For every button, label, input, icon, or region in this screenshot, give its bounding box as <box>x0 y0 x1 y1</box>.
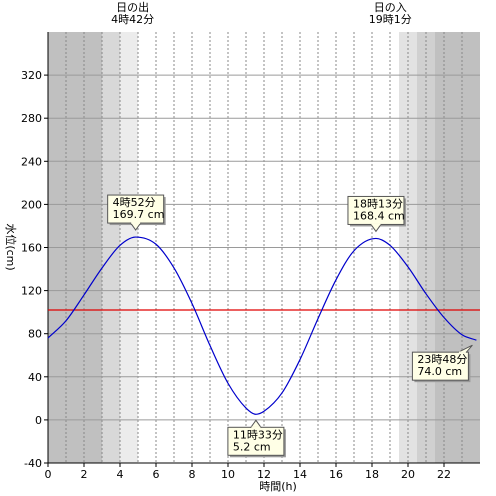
y-tick-label: -40 <box>24 457 42 470</box>
y-tick-label: 120 <box>21 285 42 298</box>
callout-box <box>411 351 469 381</box>
y-tick-label: 240 <box>21 155 42 168</box>
x-tick-label: 12 <box>257 468 271 481</box>
callout-box <box>107 194 165 224</box>
callout-text-line-0: 11時33分 <box>233 428 283 441</box>
callout-box <box>347 195 405 225</box>
callout-text-line-1: 169.7 cm <box>113 208 165 221</box>
callout-text-line-1: 168.4 cm <box>353 209 405 222</box>
x-tick-label: 18 <box>365 468 379 481</box>
y-tick-label: 40 <box>28 371 42 384</box>
callout-text-line-0: 4時52分 <box>113 196 156 209</box>
x-tick-label: 22 <box>437 468 451 481</box>
x-tick-label: 14 <box>293 468 307 481</box>
sunrise-label-line-0: 日の出 <box>116 0 149 14</box>
callout-text-line-0: 23時48分 <box>417 353 467 366</box>
x-tick-label: 10 <box>221 468 235 481</box>
x-tick-label: 4 <box>117 468 124 481</box>
y-tick-label: 200 <box>21 198 42 211</box>
y-tick-label: 320 <box>21 69 42 82</box>
callout-box <box>227 426 285 456</box>
y-tick-label: 80 <box>28 328 42 341</box>
sunset-label-line-0: 日の入 <box>374 1 407 14</box>
y-tick-label: 280 <box>21 112 42 125</box>
callout-text-line-0: 18時13分 <box>353 197 403 210</box>
tide-curve <box>47 236 477 415</box>
x-axis-title: 時間(h) <box>259 480 297 493</box>
x-tick-label: 8 <box>189 468 196 481</box>
y-axis-title: 水位(cm) <box>4 223 18 270</box>
y-tick-label: 0 <box>35 414 42 427</box>
callout-text-line-1: 5.2 cm <box>233 440 271 453</box>
x-tick-label: 20 <box>401 468 415 481</box>
x-tick-label: 6 <box>153 468 160 481</box>
y-tick-label: 160 <box>21 242 42 255</box>
x-tick-label: 16 <box>329 468 343 481</box>
x-tick-label: 0 <box>45 468 52 481</box>
sunrise-label-line-1: 4時42分 <box>111 13 154 26</box>
callout-text-line-1: 74.0 cm <box>417 365 462 378</box>
sunset-label-line-1: 19時1分 <box>369 13 412 26</box>
x-tick-label: 2 <box>81 468 88 481</box>
